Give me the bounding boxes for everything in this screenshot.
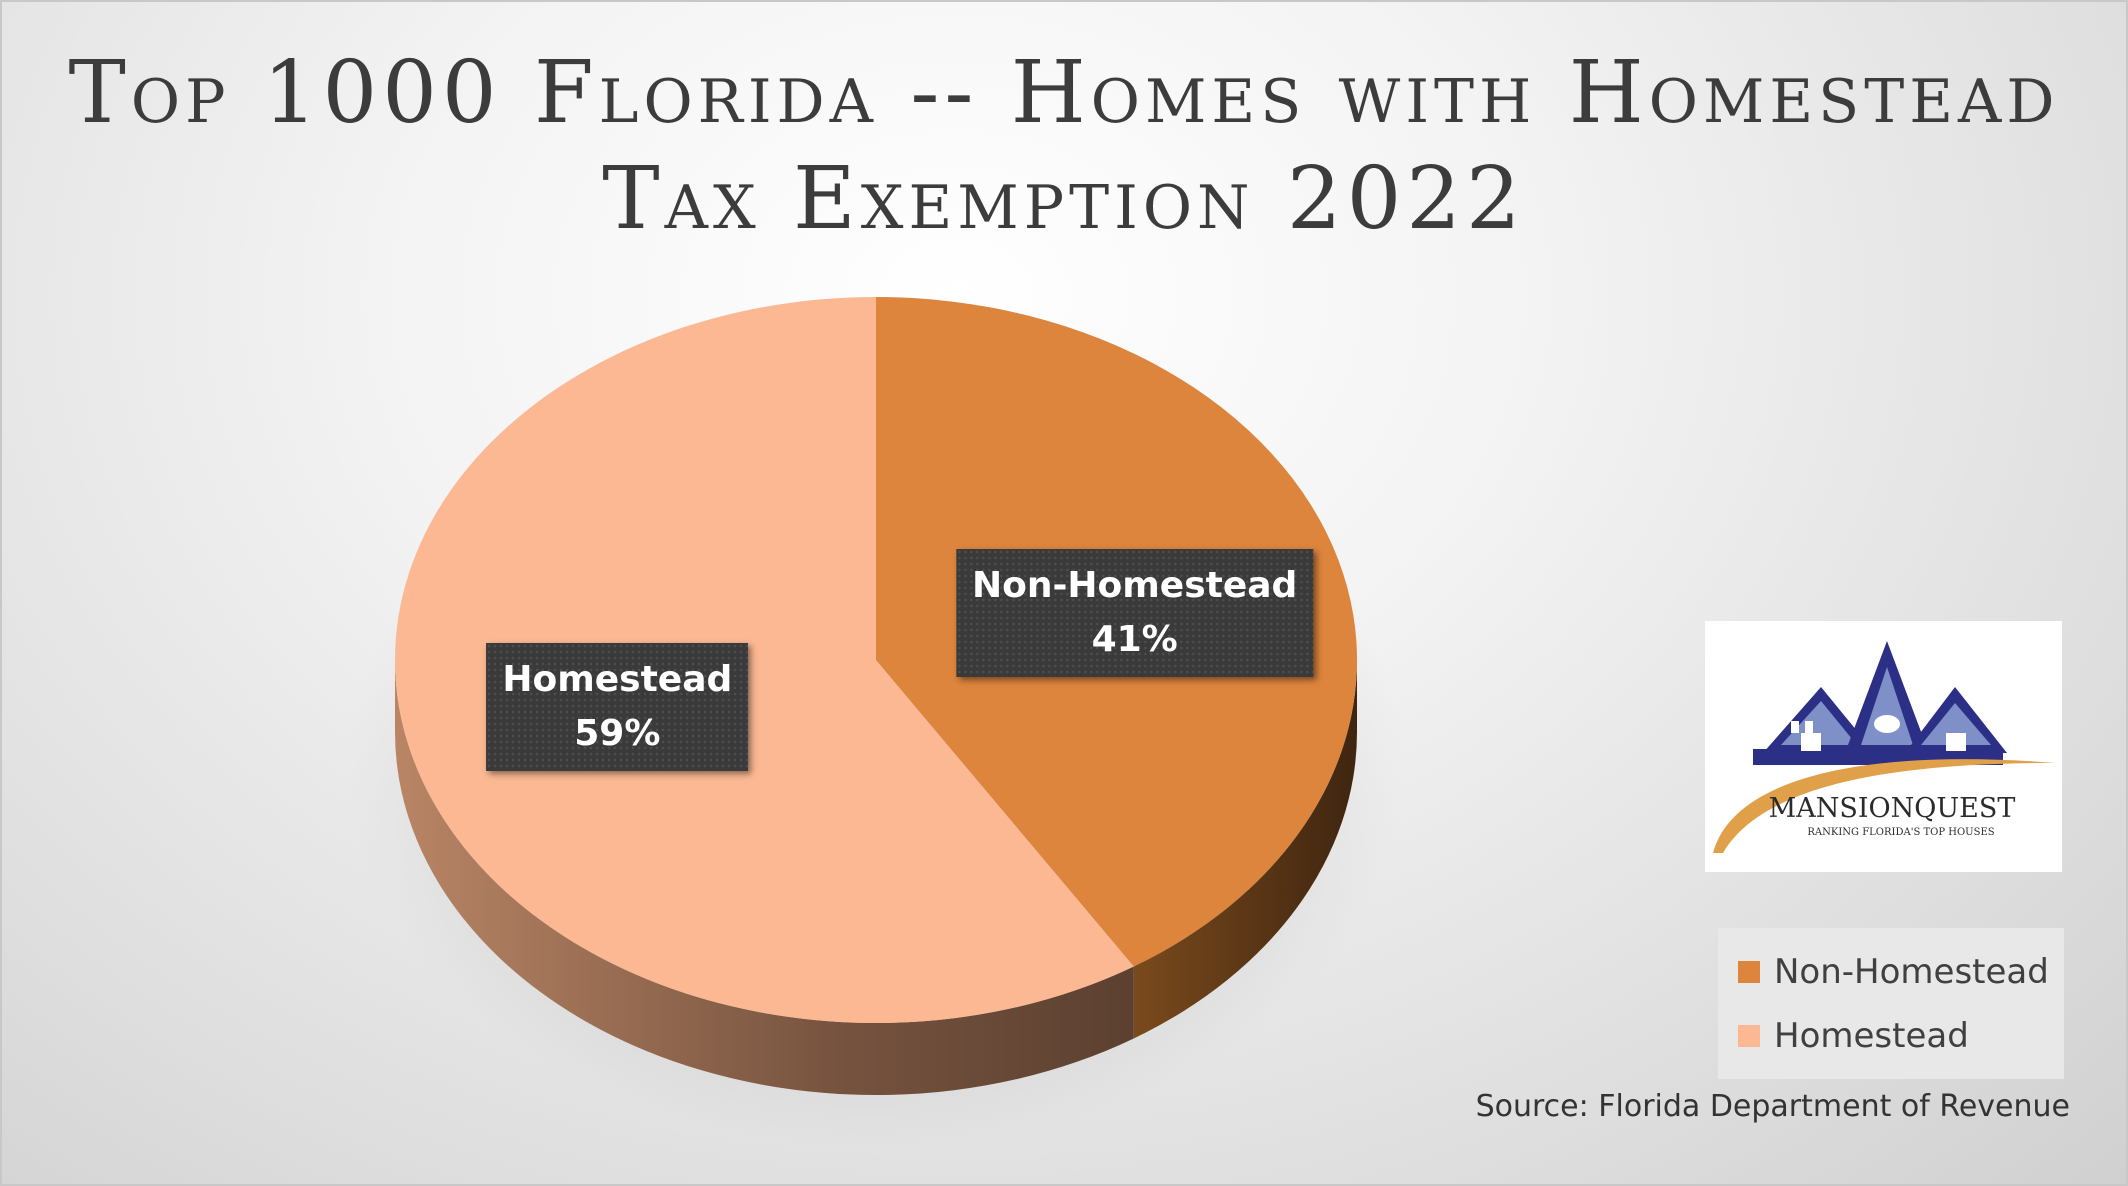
data-label-value: 59% bbox=[574, 712, 661, 754]
chart-title: Top 1000 Florida -- Homes with Homestead… bbox=[68, 43, 2060, 249]
source-note: Source: Florida Department of Revenue bbox=[1475, 1089, 2070, 1124]
pie-sides bbox=[395, 660, 1357, 1096]
legend-swatch-non-homestead bbox=[1738, 961, 1760, 983]
data-label-category: Homestead bbox=[502, 658, 733, 700]
legend-item: Homestead bbox=[1738, 1004, 2064, 1068]
legend-item: Non-Homestead bbox=[1738, 940, 2064, 1004]
legend-swatch-homestead bbox=[1738, 1025, 1760, 1047]
pie-side-homestead bbox=[395, 660, 1134, 1096]
pie-side-non-homestead bbox=[1133, 660, 1357, 1039]
logo-swoosh bbox=[1713, 759, 2055, 853]
mansionquest-logo: MANSIONQUEST RANKING FLORIDA'S TOP HOUSE… bbox=[1705, 621, 2062, 872]
logo-tagline: RANKING FLORIDA'S TOP HOUSES bbox=[1807, 827, 1994, 838]
logo-houses-icon bbox=[1753, 641, 2007, 765]
legend: Non-Homestead Homestead bbox=[1718, 928, 2064, 1079]
legend-label: Non-Homestead bbox=[1774, 952, 2049, 992]
pie-slice-homestead bbox=[394, 297, 1134, 1023]
data-label-category: Non-Homestead bbox=[971, 565, 1298, 607]
legend-label: Homestead bbox=[1774, 1016, 1969, 1056]
logo-wordmark: MANSIONQUEST bbox=[1769, 793, 2016, 824]
data-label-homestead: Homestead 59% bbox=[486, 642, 749, 771]
data-label-non-homestead: Non-Homestead 41% bbox=[955, 549, 1314, 678]
data-label-value: 41% bbox=[1091, 619, 1178, 661]
